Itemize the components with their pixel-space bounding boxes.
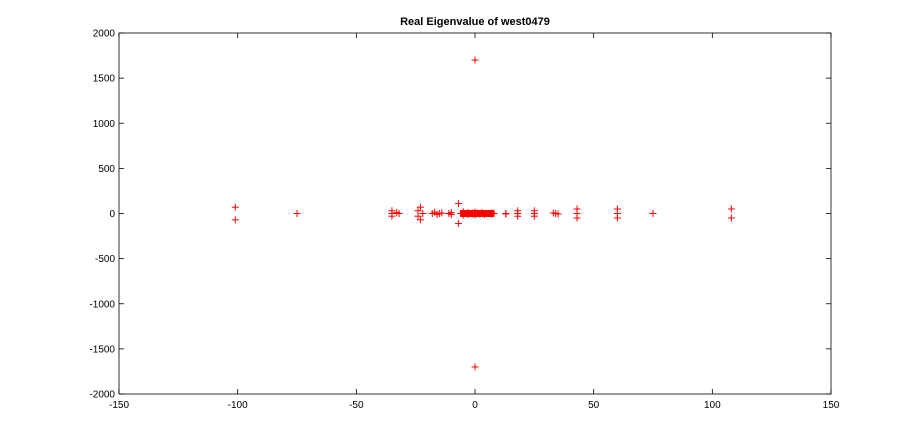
data-point (471, 56, 479, 64)
data-point (649, 210, 657, 217)
data-series (231, 56, 735, 371)
data-point (416, 203, 424, 211)
y-tick-label: -2000 (89, 390, 115, 401)
y-axis: -2000 -1500 -1000 -500 0 500 1000 1500 2000 (89, 29, 831, 401)
chart-title: Real Eigenvalue of west0479 (400, 16, 550, 28)
data-point (388, 212, 396, 220)
data-point (419, 210, 427, 217)
data-point (447, 210, 455, 218)
origin-cluster (457, 210, 498, 217)
data-point (554, 210, 562, 218)
data-point (438, 209, 446, 217)
data-point (416, 216, 424, 224)
y-tick-label: 500 (98, 164, 115, 175)
x-tick-label: 100 (704, 400, 721, 411)
data-point (414, 212, 422, 220)
x-tick-label: 150 (823, 400, 840, 411)
data-point (530, 212, 538, 220)
y-tick-label: -1500 (89, 344, 115, 355)
y-tick-label: 1500 (93, 74, 116, 85)
data-point (231, 203, 239, 211)
data-point (727, 214, 735, 222)
y-tick-label: 1000 (93, 119, 116, 130)
x-tick-label: 50 (588, 400, 600, 411)
data-point (471, 363, 479, 371)
data-point (573, 214, 581, 222)
y-tick-label: -1000 (89, 299, 115, 310)
data-point (502, 210, 510, 218)
x-tick-label: 0 (472, 400, 478, 411)
x-tick-label: -150 (109, 400, 129, 411)
y-tick-label: -500 (95, 254, 115, 265)
y-tick-label: 0 (109, 209, 115, 220)
data-point (514, 212, 522, 220)
data-point (231, 216, 239, 224)
data-point (454, 219, 462, 227)
data-point (293, 210, 301, 217)
x-axis: -150 -100 -50 0 50 100 150 (109, 33, 840, 411)
data-point (727, 205, 735, 213)
y-tick-label: 2000 (93, 29, 116, 40)
data-point (454, 200, 462, 208)
x-tick-label: -100 (228, 400, 248, 411)
x-tick-label: -50 (349, 400, 364, 411)
data-point (613, 214, 621, 222)
data-point (393, 209, 401, 217)
